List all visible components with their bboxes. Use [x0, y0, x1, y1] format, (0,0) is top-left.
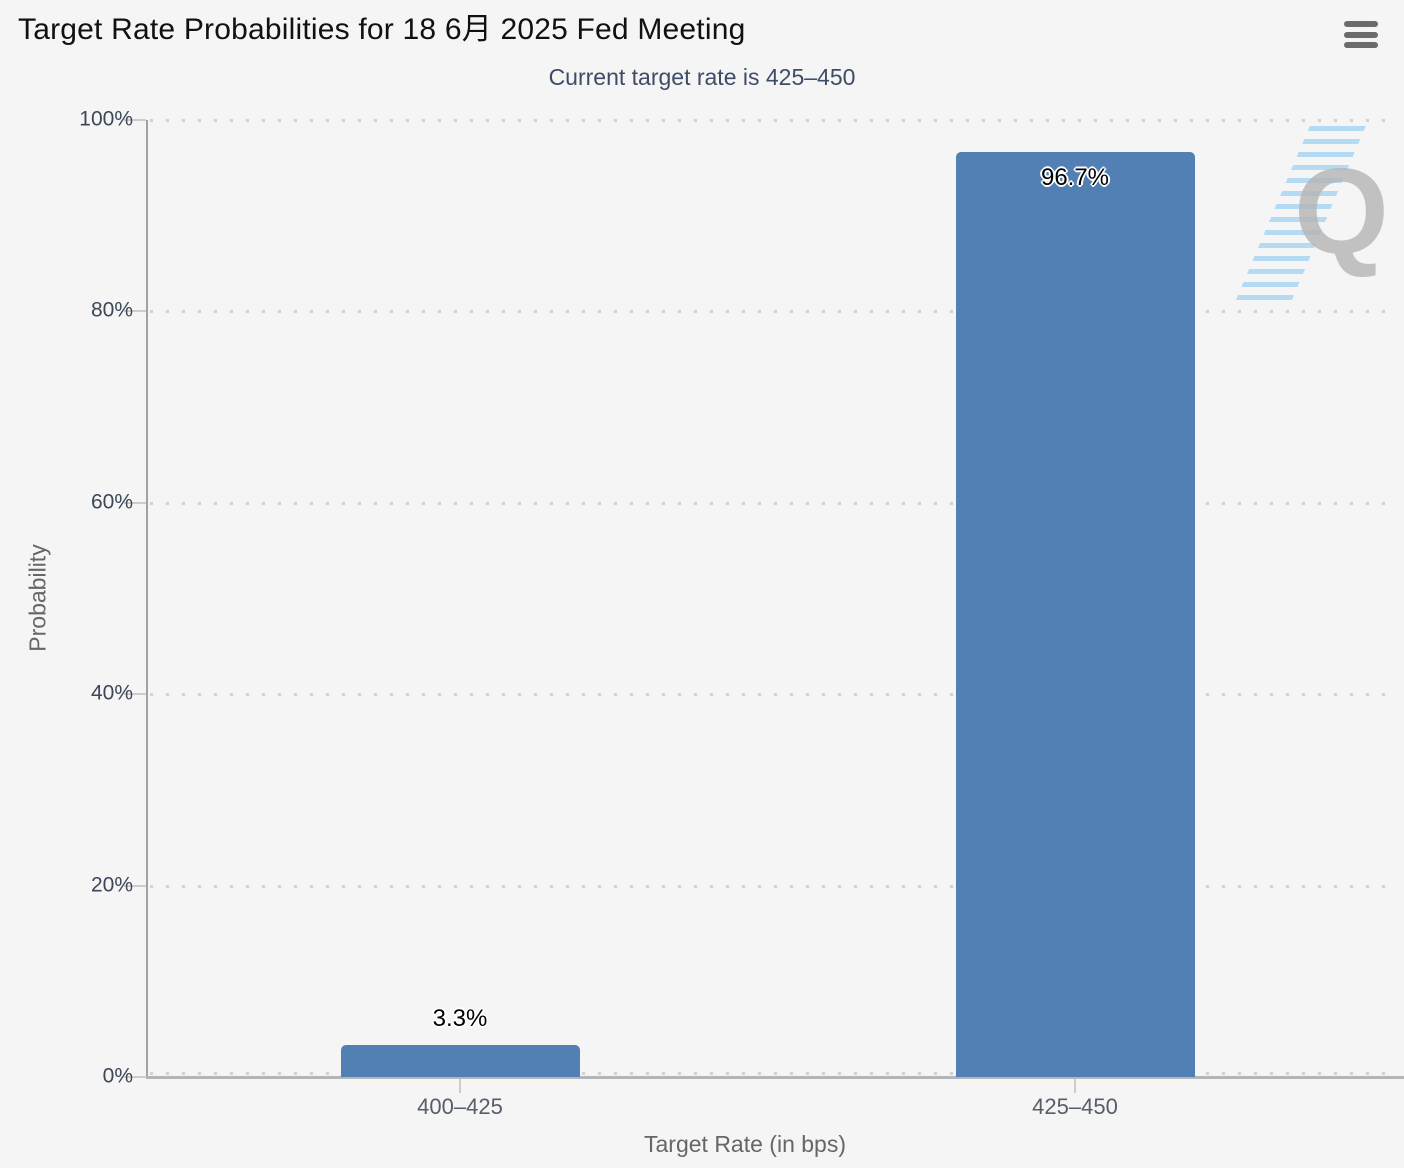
y-axis-title: Probability: [24, 544, 51, 652]
hamburger-bar: [1344, 21, 1378, 27]
x-tick-label: 425–450: [1032, 1094, 1118, 1119]
x-axis-line: [146, 1076, 1404, 1079]
y-axis-tick: [124, 119, 146, 121]
y-axis-tick: [124, 885, 146, 887]
y-gridline: [150, 885, 1398, 888]
hamburger-bar: [1344, 31, 1378, 38]
y-tick-label: 40%: [90, 681, 133, 705]
x-tick-label: 400–425: [417, 1094, 503, 1119]
x-axis-tick: [459, 1079, 461, 1093]
chart-subtitle: Current target rate is 425–450: [548, 64, 856, 90]
x-axis-tick: [1074, 1079, 1076, 1093]
y-axis-tick: [124, 502, 146, 504]
y-axis-tick: [124, 310, 146, 312]
y-gridline: [150, 693, 1398, 696]
x-axis-title: Target Rate (in bps): [644, 1131, 846, 1157]
bar-400–425[interactable]: [340, 1045, 580, 1077]
bar-value-label: 3.3%: [432, 1005, 488, 1032]
y-tick-label: 60%: [90, 490, 133, 514]
bar-value-label: 96.7%: [1040, 164, 1110, 191]
y-gridline: [150, 119, 1398, 122]
hamburger-bar: [1344, 42, 1378, 48]
y-gridline: [150, 310, 1398, 313]
chart-title: Target Rate Probabilities for 18 6月 2025…: [18, 13, 746, 46]
y-gridline: [150, 1072, 1398, 1075]
y-axis-tick: [124, 1076, 146, 1078]
bar-425–450[interactable]: [955, 152, 1195, 1077]
y-tick-label: 100%: [79, 107, 133, 131]
y-tick-label: 0%: [102, 1064, 133, 1088]
y-gridline: [150, 502, 1398, 505]
y-axis-tick: [124, 693, 146, 695]
y-axis-line: [146, 120, 148, 1077]
y-tick-label: 80%: [90, 298, 133, 322]
watermark-q-logo-icon: Q: [1294, 143, 1389, 279]
y-tick-label: 20%: [90, 873, 133, 897]
hamburger-menu-icon[interactable]: [1344, 21, 1378, 48]
